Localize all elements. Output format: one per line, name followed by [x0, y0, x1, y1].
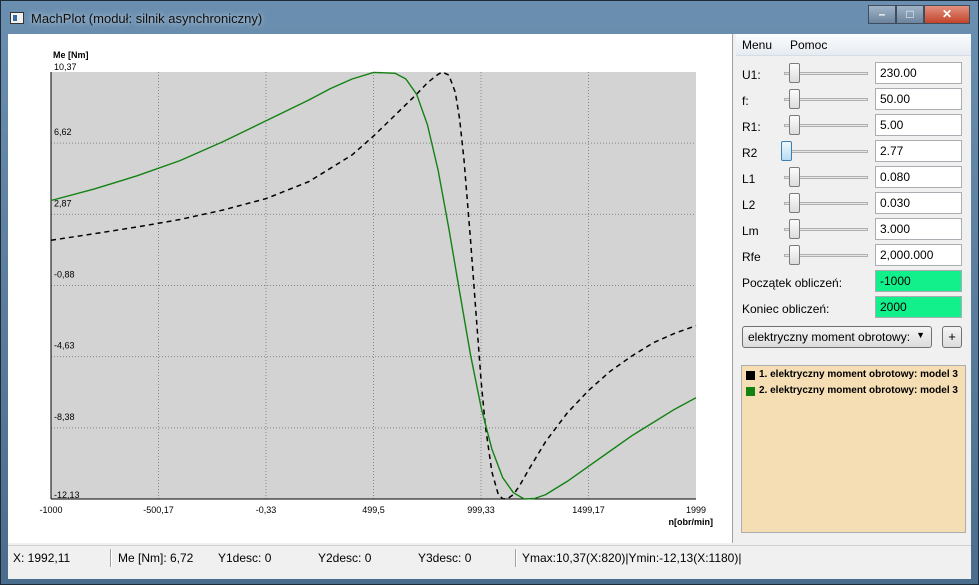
series-select-value: elektryczny moment obrotowy: [748, 330, 911, 344]
slider-track[interactable] [784, 124, 868, 127]
maximize-button[interactable]: □ [896, 5, 924, 24]
maximize-icon: □ [906, 7, 914, 21]
status-ymax: Ymax:10,37(X:820)|Ymin:-12,13(X:1180)| [522, 551, 742, 565]
series-select[interactable]: elektryczny moment obrotowy: ▼ [742, 326, 932, 348]
legend-swatch [746, 371, 755, 380]
status-x: X: 1992,11 [13, 551, 71, 565]
status-y3: Y3desc: 0 [418, 551, 472, 565]
menu-item-pomoc[interactable]: Pomoc [790, 38, 828, 52]
param-label: Lm [742, 224, 759, 238]
param-label: U1: [742, 68, 761, 82]
y-tick-label: 6,62 [54, 127, 72, 137]
y-tick-label: -8,38 [54, 412, 75, 422]
slider-track[interactable] [784, 150, 868, 153]
window-title: MachPlot (moduł: silnik asynchroniczny) [31, 11, 263, 26]
title-bar[interactable]: MachPlot (moduł: silnik asynchroniczny) … [1, 1, 978, 34]
slider-track[interactable] [784, 228, 868, 231]
legend-text: 1. elektryczny moment obrotowy: model 3 [759, 369, 958, 380]
slider-track[interactable] [784, 254, 868, 257]
param-input[interactable]: 2,000.000 [875, 244, 962, 266]
param-row-lm: Lm 3.000 [736, 217, 971, 243]
slider-thumb[interactable] [789, 245, 800, 265]
close-icon: ✕ [941, 7, 953, 21]
calc-end-input[interactable]: 2000 [875, 296, 962, 318]
param-input[interactable]: 0.080 [875, 166, 962, 188]
calc-start-label: Początek obliczeń: [742, 276, 843, 290]
menu-bar: Menu Pomoc [736, 34, 971, 56]
x-tick-label: 1499,17 [572, 505, 605, 515]
slider-thumb[interactable] [789, 115, 800, 135]
slider-track[interactable] [784, 176, 868, 179]
param-input[interactable]: 230.00 [875, 62, 962, 84]
param-row-f: f: 50.00 [736, 87, 971, 113]
client-area: -1000 -500,17 -0,33 499,5 999,33 1499,17 1999 1… [8, 34, 971, 579]
param-row-l2: L2 0.030 [736, 191, 971, 217]
minimize-button[interactable]: – [868, 5, 896, 24]
chevron-down-icon: ▼ [916, 330, 925, 340]
legend-swatch [746, 387, 755, 396]
slider-thumb[interactable] [789, 193, 800, 213]
param-label: R2 [742, 146, 758, 160]
status-me: Me [Nm]: 6,72 [118, 551, 194, 565]
status-separator [110, 549, 112, 567]
param-input[interactable]: 5.00 [875, 114, 962, 136]
slider-track[interactable] [784, 72, 868, 75]
menu-item-menu[interactable]: Menu [742, 38, 773, 52]
y-tick-label: -4,63 [54, 341, 75, 351]
param-label: Rfe [742, 250, 761, 264]
status-y2: Y2desc: 0 [318, 551, 372, 565]
slider-thumb[interactable] [789, 63, 800, 83]
slider-track[interactable] [784, 98, 868, 101]
param-label: L2 [742, 198, 756, 212]
param-row-l1: L1 0.080 [736, 165, 971, 191]
slider-track[interactable] [784, 202, 868, 205]
slider-thumb[interactable] [781, 141, 792, 161]
x-tick-label: -0,33 [256, 505, 277, 515]
series-1-line [50, 71, 697, 500]
param-label: f: [742, 94, 749, 108]
slider-thumb[interactable] [789, 89, 800, 109]
minimize-icon: – [878, 7, 886, 21]
legend-text: 2. elektryczny moment obrotowy: model 3 [759, 385, 958, 396]
calc-start-row: Początek obliczeń: -1000 [736, 269, 971, 295]
status-y1: Y1desc: 0 [218, 551, 272, 565]
x-tick-label: 499,5 [362, 505, 385, 515]
x-tick-label: 999,33 [467, 505, 495, 515]
param-input[interactable]: 2.77 [875, 140, 962, 162]
param-row-r1: R1: 5.00 [736, 113, 971, 139]
x-tick-label: -1000 [39, 505, 62, 515]
calc-end-row: Koniec obliczeń: 2000 [736, 295, 971, 321]
status-separator [515, 549, 517, 567]
y-tick-label: -12,13 [54, 490, 80, 500]
status-bar: X: 1992,11 Me [Nm]: 6,72 Y1desc: 0 Y2des… [8, 545, 971, 579]
series-2-line [50, 71, 697, 500]
series-legend-list[interactable]: 1. elektryczny moment obrotowy: model 3 … [741, 365, 966, 533]
calc-end-label: Koniec obliczeń: [742, 302, 830, 316]
param-input[interactable]: 50.00 [875, 88, 962, 110]
control-panel: Menu Pomoc U1: 230.00 f: 50.00 R1: 5.00 [736, 34, 971, 543]
param-label: R1: [742, 120, 761, 134]
slider-thumb[interactable] [789, 219, 800, 239]
y-tick-label: -0,88 [54, 270, 75, 280]
param-row-rfe: Rfe 2,000.000 [736, 243, 971, 269]
calc-start-input[interactable]: -1000 [875, 270, 962, 292]
param-input[interactable]: 0.030 [875, 192, 962, 214]
x-axis-label: n[obr/min] [669, 517, 714, 527]
y-axis-label: Me [Nm] [53, 50, 89, 60]
x-tick-label: -500,17 [143, 505, 174, 515]
param-input[interactable]: 3.000 [875, 218, 962, 240]
close-button[interactable]: ✕ [924, 5, 970, 24]
param-row-u1: U1: 230.00 [736, 61, 971, 87]
plot-area[interactable]: -1000 -500,17 -0,33 499,5 999,33 1499,17 1999 1… [8, 34, 733, 543]
add-series-button[interactable]: + [942, 326, 962, 348]
param-label: L1 [742, 172, 756, 186]
y-tick-label: 2,87 [54, 198, 72, 208]
y-tick-label: 10,37 [54, 62, 77, 72]
slider-thumb[interactable] [789, 167, 800, 187]
param-row-r2: R2 2.77 [736, 139, 971, 165]
chart[interactable]: -1000 -500,17 -0,33 499,5 999,33 1499,17 1999 1… [8, 34, 733, 543]
app-icon [10, 12, 24, 24]
x-tick-label: 1999 [686, 505, 706, 515]
